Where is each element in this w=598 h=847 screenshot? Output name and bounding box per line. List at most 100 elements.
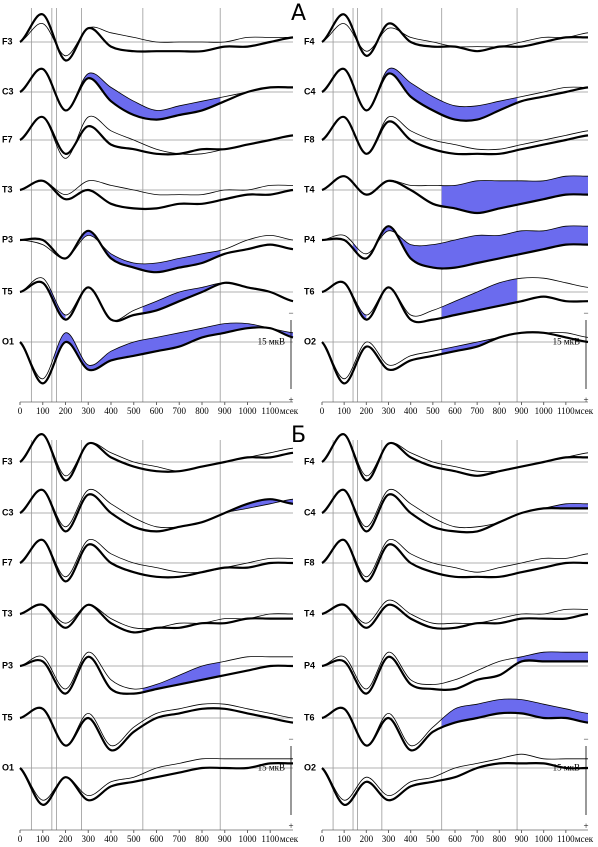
channel-label: F7	[2, 557, 13, 567]
channel-label: F3	[2, 36, 13, 46]
shaded-difference	[381, 68, 518, 121]
thin-trace	[19, 23, 293, 57]
x-tick-label: 800	[195, 834, 209, 844]
x-tick-label: 0	[320, 406, 325, 416]
channel-label: F3	[2, 456, 13, 466]
scale-label: 15 мкВ	[258, 337, 285, 347]
x-tick-label: 800	[493, 406, 507, 416]
thin-trace	[321, 538, 589, 578]
thin-trace	[19, 180, 294, 196]
x-tick-label: 100	[36, 406, 50, 416]
x-tick-label: 600	[448, 834, 462, 844]
thick-trace	[321, 488, 588, 534]
thick-trace	[321, 655, 588, 695]
channel-label: O1	[2, 336, 14, 346]
x-tick-label: 200	[360, 834, 374, 844]
x-tick-label: 1100	[557, 834, 575, 844]
x-tick-label: 100	[337, 834, 351, 844]
scale-minus: −	[288, 734, 293, 744]
thick-trace	[19, 433, 294, 482]
thin-trace	[19, 651, 293, 690]
x-tick-label: 200	[59, 406, 73, 416]
x-tick-label: 100	[337, 406, 351, 416]
x-tick-label: 200	[360, 406, 374, 416]
shaded-difference	[441, 175, 588, 213]
thick-trace	[321, 115, 589, 156]
channel-label: T4	[304, 184, 315, 194]
channel-label: T6	[304, 712, 315, 722]
x-tick-label: 500	[127, 834, 141, 844]
x-tick-label: 500	[426, 406, 440, 416]
section-label: Б	[291, 423, 306, 448]
shaded-difference	[142, 283, 221, 314]
x-axis-label: мсек	[575, 406, 594, 416]
shaded-difference	[142, 662, 221, 693]
channel-label: T3	[2, 608, 13, 618]
x-tick-label: 1100	[557, 406, 575, 416]
channel-label: O2	[304, 762, 316, 772]
thick-trace	[19, 13, 294, 62]
channel-label: O2	[304, 336, 316, 346]
x-tick-label: 900	[515, 834, 529, 844]
x-tick-label: 700	[470, 834, 484, 844]
thin-trace	[19, 488, 294, 529]
x-tick-label: 400	[104, 834, 118, 844]
scale-plus: +	[288, 821, 293, 831]
thick-trace	[19, 280, 294, 323]
thick-trace	[321, 538, 589, 583]
channel-label: T5	[2, 286, 13, 296]
x-tick-label: 0	[18, 834, 23, 844]
channel-label: P3	[2, 234, 13, 244]
x-tick-label: 600	[150, 406, 164, 416]
thick-trace	[19, 761, 294, 806]
x-tick-label: 1100	[261, 834, 279, 844]
x-axis-label: мсек	[280, 406, 299, 416]
x-tick-label: 1000	[239, 834, 258, 844]
x-tick-label: 700	[173, 834, 187, 844]
scale-label: 15 мкВ	[553, 337, 580, 347]
x-axis-label: мсек	[280, 834, 299, 844]
thick-trace	[19, 538, 294, 583]
x-tick-label: 100	[36, 834, 50, 844]
thick-trace	[19, 603, 293, 634]
channel-label: F7	[2, 134, 13, 144]
channel-label: P3	[2, 660, 13, 670]
thin-trace	[321, 433, 589, 477]
channel-label: P4	[304, 660, 315, 670]
thick-trace	[19, 115, 294, 156]
x-tick-label: 1100	[261, 406, 279, 416]
x-tick-label: 0	[320, 834, 325, 844]
thick-trace	[19, 179, 294, 211]
x-tick-label: 1000	[239, 406, 258, 416]
thick-trace	[321, 761, 589, 806]
x-axis-label: мсек	[575, 834, 594, 844]
channel-label: T3	[2, 184, 13, 194]
channel-label: F8	[304, 134, 315, 144]
thin-trace	[321, 651, 588, 690]
thick-trace	[321, 67, 589, 122]
x-tick-label: 700	[173, 406, 187, 416]
thin-trace	[321, 225, 589, 255]
thick-trace	[321, 175, 589, 215]
thin-trace	[19, 322, 294, 380]
shaded-difference	[517, 503, 588, 515]
thick-trace	[321, 706, 589, 752]
shaded-difference	[381, 225, 588, 269]
channel-label: T4	[304, 608, 315, 618]
x-tick-label: 400	[404, 834, 418, 844]
scale-label: 15 мкВ	[258, 763, 285, 773]
x-tick-label: 500	[426, 834, 440, 844]
scale-plus: +	[583, 395, 588, 405]
x-tick-label: 1000	[535, 406, 554, 416]
x-tick-label: 200	[59, 834, 73, 844]
thin-trace	[321, 277, 589, 317]
thick-trace	[19, 229, 294, 274]
thick-trace	[19, 655, 294, 695]
x-tick-label: 900	[218, 406, 232, 416]
channel-label: C3	[2, 86, 14, 96]
x-tick-label: 400	[104, 406, 118, 416]
thick-trace	[321, 280, 589, 324]
thick-trace	[19, 706, 294, 752]
x-tick-label: 1000	[535, 834, 554, 844]
